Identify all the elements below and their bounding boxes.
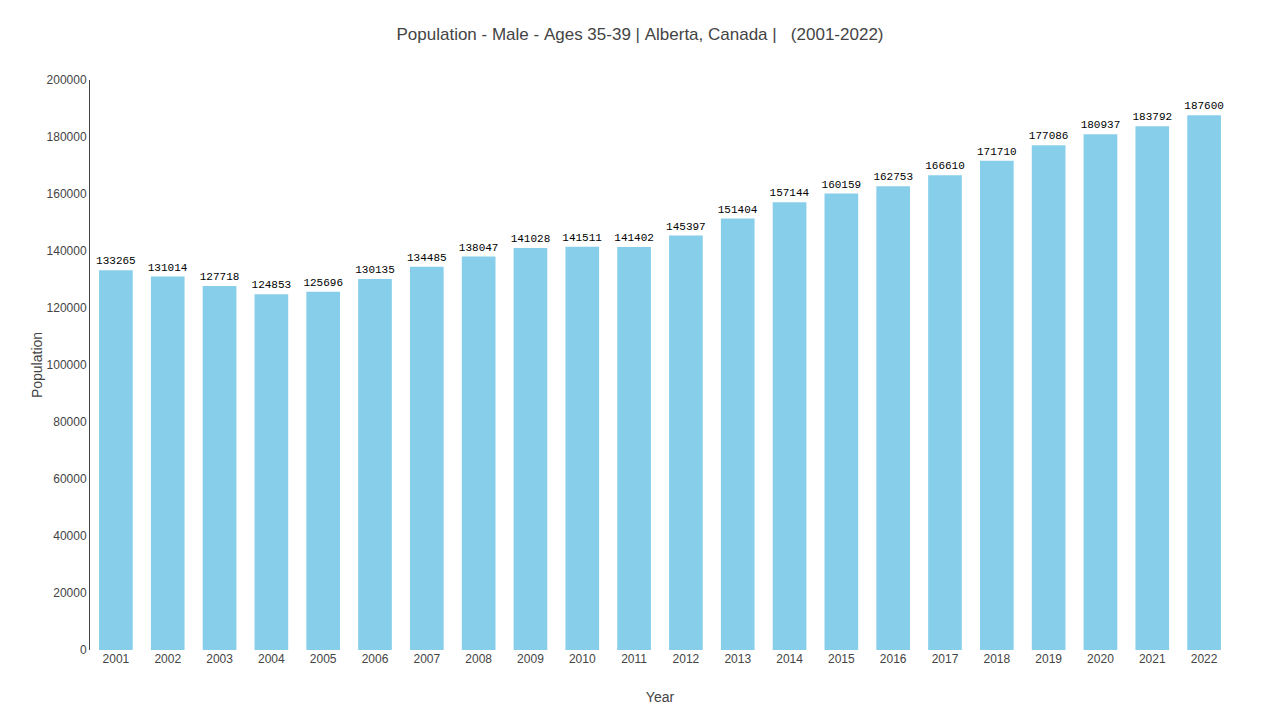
svg-text:160159: 160159 xyxy=(822,179,862,191)
svg-text:141028: 141028 xyxy=(511,233,551,245)
svg-text:40000: 40000 xyxy=(53,529,87,543)
svg-text:2014: 2014 xyxy=(776,652,803,666)
svg-text:100000: 100000 xyxy=(47,358,87,372)
svg-text:133265: 133265 xyxy=(96,255,136,267)
svg-text:2005: 2005 xyxy=(310,652,337,666)
svg-text:2020: 2020 xyxy=(1087,652,1114,666)
svg-text:2002: 2002 xyxy=(154,652,181,666)
svg-text:2010: 2010 xyxy=(569,652,596,666)
svg-text:60000: 60000 xyxy=(53,472,87,486)
svg-text:180000: 180000 xyxy=(47,130,87,144)
svg-text:2001: 2001 xyxy=(103,652,130,666)
svg-text:Population: Population xyxy=(29,332,45,398)
svg-text:2017: 2017 xyxy=(932,652,959,666)
svg-text:162753: 162753 xyxy=(873,171,913,183)
svg-text:141402: 141402 xyxy=(614,232,654,244)
svg-text:2019: 2019 xyxy=(1035,652,1062,666)
svg-text:183792: 183792 xyxy=(1132,111,1172,123)
svg-text:130135: 130135 xyxy=(355,264,395,276)
svg-text:166610: 166610 xyxy=(925,160,965,172)
svg-text:200000: 200000 xyxy=(47,73,87,87)
svg-text:124853: 124853 xyxy=(252,279,292,291)
svg-text:2008: 2008 xyxy=(465,652,492,666)
svg-text:20000: 20000 xyxy=(53,586,87,600)
svg-text:2004: 2004 xyxy=(258,652,285,666)
svg-text:2006: 2006 xyxy=(362,652,389,666)
svg-text:171710: 171710 xyxy=(977,146,1017,158)
svg-text:138047: 138047 xyxy=(459,242,499,254)
svg-text:120000: 120000 xyxy=(47,301,87,315)
svg-text:180937: 180937 xyxy=(1081,119,1121,131)
svg-text:2022: 2022 xyxy=(1191,652,1218,666)
svg-text:177086: 177086 xyxy=(1029,130,1069,142)
svg-text:134485: 134485 xyxy=(407,252,447,264)
svg-text:2015: 2015 xyxy=(828,652,855,666)
svg-text:2007: 2007 xyxy=(413,652,440,666)
svg-text:160000: 160000 xyxy=(47,187,87,201)
svg-text:2018: 2018 xyxy=(983,652,1010,666)
svg-text:2021: 2021 xyxy=(1139,652,1166,666)
svg-text:151404: 151404 xyxy=(718,204,758,216)
svg-text:2012: 2012 xyxy=(673,652,700,666)
svg-text:145397: 145397 xyxy=(666,221,706,233)
svg-text:2009: 2009 xyxy=(517,652,544,666)
svg-text:131014: 131014 xyxy=(148,262,188,274)
svg-text:125696: 125696 xyxy=(303,277,343,289)
svg-text:2013: 2013 xyxy=(724,652,751,666)
svg-text:2011: 2011 xyxy=(621,652,647,666)
svg-text:2016: 2016 xyxy=(880,652,907,666)
svg-text:141511: 141511 xyxy=(562,232,602,244)
svg-text:Year: Year xyxy=(646,689,675,705)
svg-text:140000: 140000 xyxy=(47,244,87,258)
svg-text:187600: 187600 xyxy=(1184,100,1224,112)
svg-text:127718: 127718 xyxy=(200,271,240,283)
svg-text:0: 0 xyxy=(80,643,87,657)
svg-text:Population - Male - Ages 35-39: Population - Male - Ages 35-39 | Alberta… xyxy=(396,25,883,44)
svg-text:80000: 80000 xyxy=(53,415,87,429)
svg-text:157144: 157144 xyxy=(770,187,810,199)
svg-text:2003: 2003 xyxy=(206,652,233,666)
